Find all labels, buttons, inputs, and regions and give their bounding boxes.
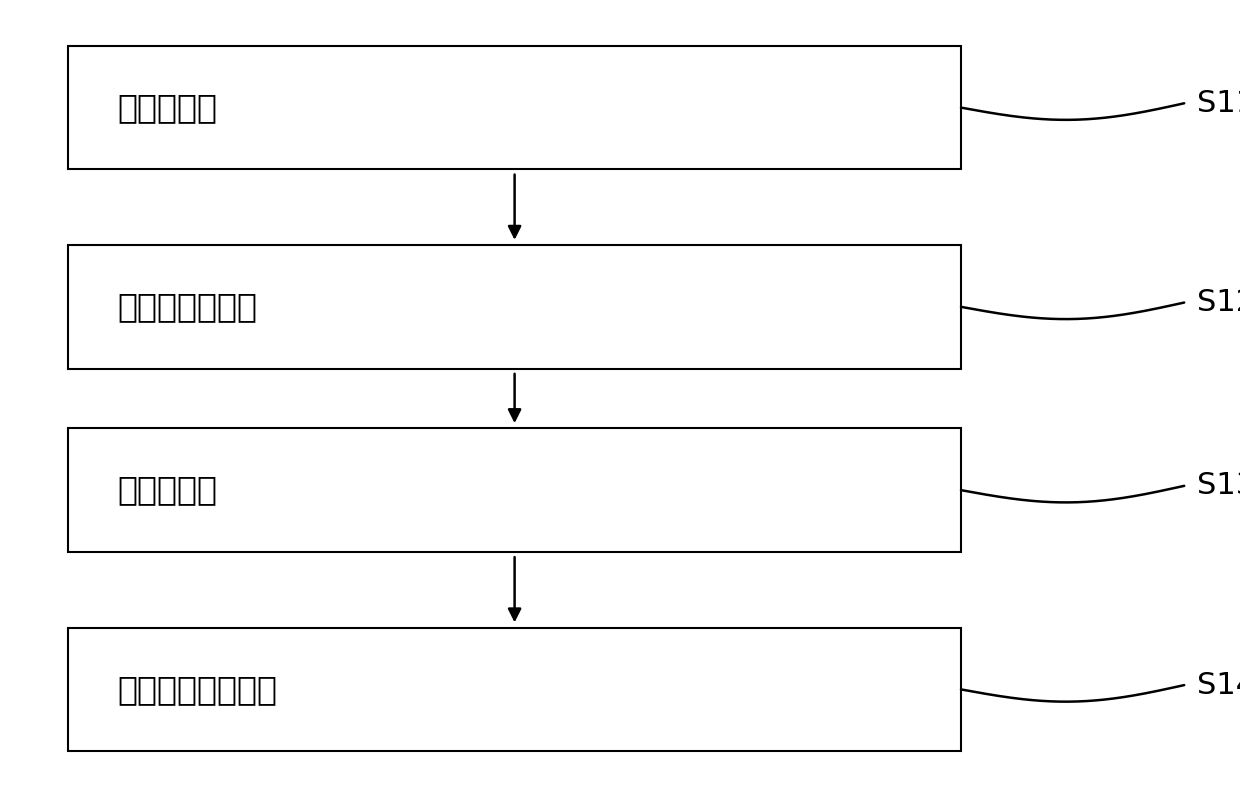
Text: S14: S14 bbox=[1197, 670, 1240, 700]
Text: S11: S11 bbox=[1197, 88, 1240, 118]
Bar bbox=[68, 628, 961, 751]
Text: S12: S12 bbox=[1197, 288, 1240, 317]
Bar bbox=[68, 429, 961, 552]
Bar bbox=[68, 46, 961, 170]
Text: 塔内部管道焊接: 塔内部管道焊接 bbox=[118, 290, 258, 324]
Text: 催化剂装填: 催化剂装填 bbox=[118, 473, 218, 507]
Bar bbox=[68, 245, 961, 368]
Text: S13: S13 bbox=[1197, 471, 1240, 501]
Text: 塔整体封闭，试压: 塔整体封闭，试压 bbox=[118, 673, 278, 706]
Text: 内件预安装: 内件预安装 bbox=[118, 91, 218, 124]
